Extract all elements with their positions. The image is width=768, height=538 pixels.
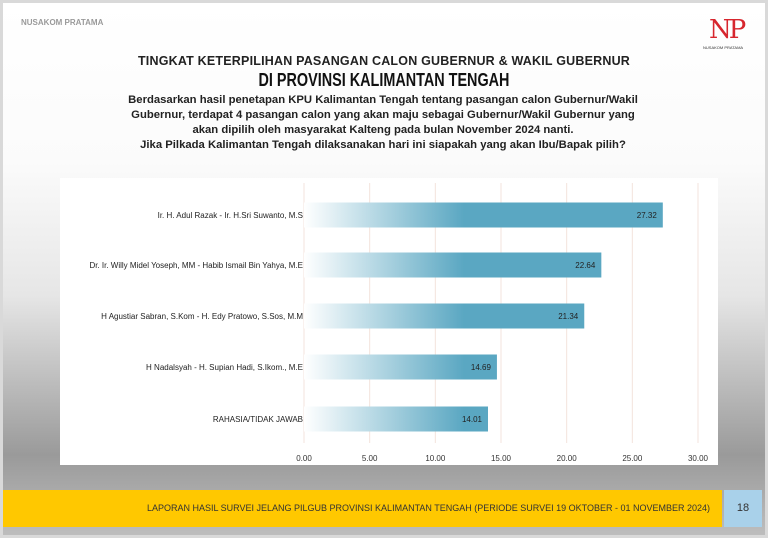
bar-value-label: 22.64 — [575, 261, 596, 270]
bar-chart: 0.00 5.00 10.00 15.00 20.00 25.00 30.00 27.32 Ir… — [89, 183, 709, 463]
bar — [304, 202, 663, 228]
bar — [304, 354, 497, 380]
bar — [304, 406, 488, 432]
chart-panel: 0.00 5.00 10.00 15.00 20.00 25.00 30.00 27.32 Ir… — [60, 178, 718, 465]
description: Berdasarkan hasil penetapan KPU Kalimant… — [83, 93, 683, 153]
x-tick-label: 25.00 — [622, 454, 643, 463]
title-line-2: DI PROVINSI KALIMANTAN TENGAH — [258, 70, 510, 90]
category-label: H Nadalsyah - H. Supian Hadi, S.Ikom., M… — [146, 363, 303, 372]
nusakom-logo: NP NUSAKOM PRATAMA — [703, 15, 758, 55]
x-tick-label: 20.00 — [557, 454, 578, 463]
slide: NUSAKOM PRATAMA NP NUSAKOM PRATAMA TINGK… — [3, 3, 765, 535]
category-label: Dr. Ir. Willy Midel Yoseph, MM - Habib I… — [89, 261, 303, 270]
brand-name: NUSAKOM PRATAMA — [21, 18, 104, 27]
bar — [304, 303, 585, 329]
bar-value-label: 14.01 — [462, 415, 483, 424]
title-line-1: TINGKAT KETERPILIHAN PASANGAN CALON GUBE… — [137, 54, 631, 68]
x-tick-label: 15.00 — [491, 454, 512, 463]
description-line: Jika Pilkada Kalimantan Tengah dilaksana… — [140, 139, 626, 151]
x-tick-label: 0.00 — [296, 454, 312, 463]
x-tick-label: 5.00 — [362, 454, 378, 463]
logo-mark: NP — [709, 15, 746, 45]
category-label: H Agustiar Sabran, S.Kom - H. Edy Pratow… — [101, 312, 303, 321]
bar — [304, 252, 602, 278]
x-tick-label: 30.00 — [688, 454, 709, 463]
bar-value-label: 14.69 — [471, 363, 492, 372]
bar-value-label: 27.32 — [637, 211, 658, 220]
page-number: 18 — [724, 490, 762, 527]
logo-text: NUSAKOM PRATAMA — [703, 45, 744, 50]
bar-value-label: 21.34 — [558, 312, 579, 321]
description-line: Gubernur, terdapat 4 pasangan calon yang… — [131, 109, 635, 121]
category-label: RAHASIA/TIDAK JAWAB — [213, 415, 303, 424]
category-label: Ir. H. Adul Razak - Ir. H.Sri Suwanto, M… — [158, 211, 303, 220]
footer-bar: LAPORAN HASIL SURVEI JELANG PILGUB PROVI… — [3, 490, 722, 527]
description-line: Berdasarkan hasil penetapan KPU Kalimant… — [128, 94, 638, 106]
description-line: akan dipilih oleh masyarakat Kalteng pad… — [192, 124, 574, 136]
x-tick-label: 10.00 — [425, 454, 446, 463]
